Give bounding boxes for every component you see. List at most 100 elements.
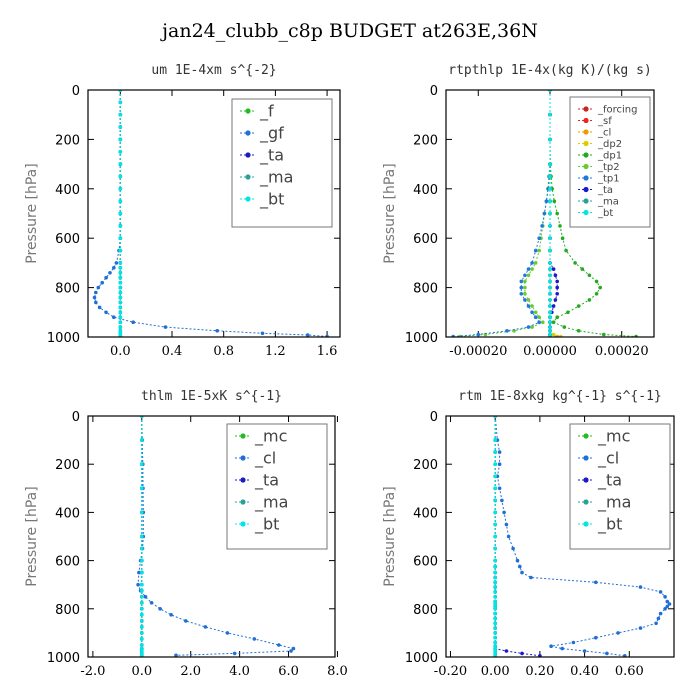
data-point <box>260 331 265 336</box>
legend-entry: _ta <box>254 471 279 491</box>
data-point <box>140 643 144 647</box>
data-point <box>537 315 541 320</box>
legend-marker <box>583 477 589 483</box>
legend-marker <box>583 499 589 505</box>
data-point <box>118 315 123 320</box>
data-point <box>530 310 534 315</box>
data-point <box>530 267 534 271</box>
legend-marker <box>245 108 251 114</box>
legend-marker <box>245 130 251 136</box>
data-point <box>576 329 581 333</box>
legend-entry: _tp2 <box>597 162 620 173</box>
y-axis-label: Pressure [hPa] <box>382 486 398 586</box>
data-point <box>140 510 144 515</box>
legend-entry: _bt <box>597 208 613 219</box>
legend-entry: _dp2 <box>597 139 622 150</box>
plot-frame <box>87 415 336 658</box>
legend-box <box>569 423 671 550</box>
data-point <box>526 325 531 329</box>
data-point <box>140 637 144 641</box>
data-point <box>533 261 538 265</box>
y-tick-label: 200 <box>413 133 438 148</box>
series-line-tp1 <box>453 90 551 337</box>
data-point <box>533 310 538 315</box>
data-point <box>493 626 498 630</box>
data-point <box>493 616 498 621</box>
data-point <box>493 558 498 563</box>
legend-entry: _ma <box>597 197 619 208</box>
data-point <box>520 570 524 575</box>
data-point <box>184 619 188 623</box>
data-point <box>542 211 547 216</box>
data-point <box>523 279 527 284</box>
data-point <box>533 248 538 253</box>
data-point <box>232 651 237 656</box>
data-point <box>114 261 119 265</box>
data-point <box>548 174 552 179</box>
data-point <box>526 304 531 308</box>
legend: _forcing_sf_cl_dp2_dp1_tp2_tp1_ta_ma_bt <box>569 96 651 228</box>
x-tick-label: 0.00 <box>481 664 510 679</box>
data-point <box>140 619 144 623</box>
data-point <box>277 643 281 647</box>
data-point <box>548 248 552 253</box>
y-tick-label: 800 <box>413 603 438 618</box>
data-point <box>140 438 144 442</box>
data-point <box>594 580 598 585</box>
legend-marker <box>583 198 589 204</box>
data-point <box>582 649 587 653</box>
data-point <box>118 211 123 216</box>
x-tick-label: 0.8 <box>213 344 234 359</box>
data-point <box>136 582 140 587</box>
data-point <box>118 275 123 280</box>
data-point <box>519 279 524 284</box>
data-point <box>594 635 598 640</box>
data-point <box>548 261 552 265</box>
data-point <box>553 273 558 278</box>
x-tick-label: -0.00020 <box>449 344 507 359</box>
plot-area <box>493 416 672 657</box>
data-point <box>544 199 549 203</box>
data-point <box>493 575 498 580</box>
y-tick-label: 800 <box>413 282 438 297</box>
data-point <box>118 248 123 253</box>
y-tick-label: 200 <box>55 458 80 473</box>
data-point <box>665 599 670 604</box>
legend-marker <box>583 163 589 170</box>
data-point <box>100 280 104 285</box>
data-point <box>118 305 123 310</box>
plot-frame <box>87 89 341 338</box>
data-point <box>158 607 162 611</box>
x-tick-label: 8.0 <box>327 664 348 679</box>
legend-marker <box>240 499 246 505</box>
x-tick-label: 0.00020 <box>595 344 649 359</box>
data-point <box>104 275 108 280</box>
data-point <box>493 570 498 575</box>
data-point <box>149 601 154 605</box>
data-point <box>605 651 609 656</box>
data-point <box>560 236 565 240</box>
data-point <box>215 329 219 333</box>
data-point <box>529 575 533 580</box>
legend-marker <box>583 152 589 158</box>
legend-marker <box>583 455 589 461</box>
legend-marker <box>583 117 589 124</box>
data-point <box>140 582 144 587</box>
legend: _f_gf_ta_ma_bt <box>231 98 333 228</box>
data-point <box>118 290 123 295</box>
legend-entry: _cl <box>597 128 611 139</box>
legend-marker <box>240 455 246 461</box>
x-tick-label: 0.0 <box>131 664 152 679</box>
data-point <box>555 211 559 216</box>
legend-entry: _ta <box>597 185 613 196</box>
data-point <box>526 273 531 278</box>
series-line-ta <box>494 416 540 657</box>
data-point <box>493 474 498 479</box>
legend-marker <box>245 174 251 180</box>
x-tick-label: -0.20 <box>434 664 467 679</box>
data-point <box>560 646 564 651</box>
x-tick-label: 0.40 <box>570 664 599 679</box>
data-point <box>137 570 141 575</box>
data-point <box>555 285 559 290</box>
data-point <box>548 304 552 308</box>
